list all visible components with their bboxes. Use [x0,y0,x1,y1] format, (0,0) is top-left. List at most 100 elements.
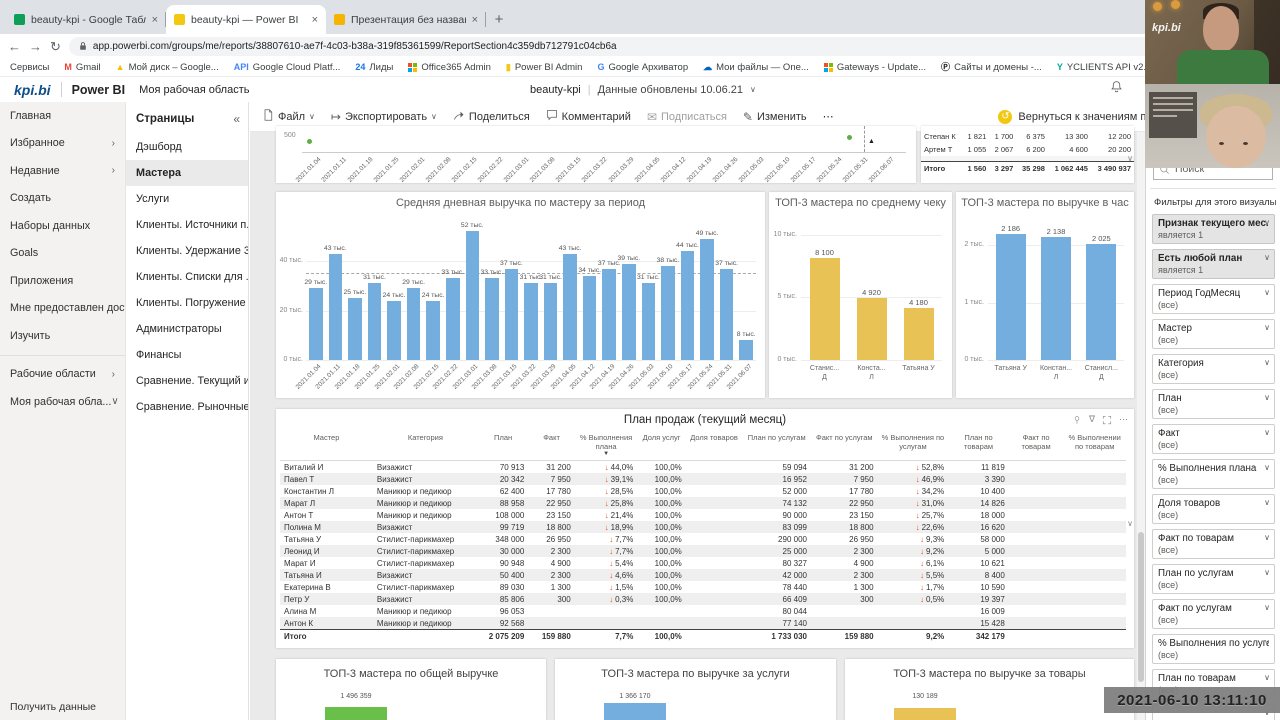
top3-bar-0[interactable] [995,234,1026,360]
bar-2021.03.01[interactable] [465,231,480,360]
visual-timeline-partial[interactable]: 500 ▲ 2021.01.04 2021.01.11 2021.01.18 2021… [276,126,916,183]
bar-2021.02.15[interactable] [426,300,440,360]
visual-top3-total-revenue[interactable]: ТОП-3 мастера по общей выручке 1 496 359 [276,659,546,720]
bookmark-item-5[interactable]: Office365 Admin [408,62,491,73]
bookmark-item-1[interactable]: M Gmail [64,62,100,73]
bar-2021.04.12[interactable] [582,275,597,360]
sidebar-item-0[interactable]: Главная [0,102,125,130]
page-item-10[interactable]: Сравнение. Рыночные... [136,401,248,413]
top3-bar-0[interactable] [809,258,840,360]
column-header-6[interactable]: Доля товаров [685,431,743,462]
plan-table-row-4[interactable]: Антон Т Маникюр и педикюр 108 000 23 150 ↓ 21… [280,509,1126,521]
bookmark-item-9[interactable]: Gateways - Update... [823,62,926,73]
column-header-10[interactable]: План по товарам [948,431,1009,462]
column-header-0[interactable]: Мастер [280,431,373,462]
forward-icon[interactable]: → [29,38,42,54]
filter-card-Факт по услугам[interactable]: Факт по услугам ∨ (все) [1152,599,1275,629]
bar-2021.03.29[interactable] [543,283,558,360]
plan-table-row-12[interactable]: Алина М Маникюр и педикюр 96 053 80 044 16 0… [280,605,1126,617]
sidebar-item-5[interactable]: Goals [0,240,125,268]
top3-bar-2[interactable] [903,307,934,360]
page-item-7[interactable]: Администраторы [136,323,222,335]
bookmark-item-4[interactable]: 24 Лиды [355,62,393,73]
plan-table-row-7[interactable]: Леонид И Стилист-парикмахер 30 000 2 300 ↓ 7,… [280,545,1126,558]
pin-icon[interactable] [1072,415,1082,425]
visual-top3-revenue-per-hour[interactable]: ТОП-3 мастера по выручке в час 2 тыс. 1 ты… [956,192,1134,398]
plan-table-row-1[interactable]: Павел Т Визажист 20 342 7 950 ↓ 39,1% 100,0% 16… [280,473,1126,486]
sidebar-item-3[interactable]: Создать [0,185,125,213]
bottom-bar[interactable] [604,703,666,720]
column-header-2[interactable]: План [477,431,529,462]
bar-2021.02.22[interactable] [445,278,460,360]
visual-daily-revenue-chart[interactable]: Средняя дневная выручка по мастеру за пе… [276,192,765,398]
filter-card-Категория[interactable]: Категория ∨ (все) [1152,354,1275,384]
address-bar[interactable]: app.powerbi.com/groups/me/reports/388076… [68,36,1272,56]
column-header-12[interactable]: % Выполнении по товарам [1063,431,1126,462]
filter-card-% Выполнения по услугам[interactable]: % Выполнения по услугам ∨ (все) [1152,634,1275,664]
page-item-8[interactable]: Финансы [136,349,182,361]
column-header-8[interactable]: Факт по услугам [810,431,878,462]
toolbar-more[interactable]: ⋯ [823,110,834,123]
bookmark-item-7[interactable]: G Google Архиватор [597,62,688,73]
column-header-1[interactable]: Категория [372,431,478,462]
focus-mode-icon[interactable] [1102,415,1112,425]
sidebar-workspace-0[interactable]: Рабочие области › [0,361,125,389]
toolbar-item-3[interactable]: Комментарий [546,109,631,124]
sidebar-item-6[interactable]: Приложения [0,267,125,295]
bar-2021.05.03[interactable] [641,283,656,360]
bar-2021.04.26[interactable] [622,263,636,360]
bar-2021.01.25[interactable] [367,283,382,360]
plan-table-row-5[interactable]: Полина М Визажист 99 719 18 800 ↓ 18,9% 100,0%… [280,521,1126,534]
column-header-9[interactable]: % Выполнения по услугам [877,431,949,462]
bar-2021.04.05[interactable] [563,253,577,360]
bar-2021.04.19[interactable] [602,268,617,360]
filter-card-Признак текущего мес...[interactable]: Признак текущего мес... ∨ является 1 [1152,214,1275,244]
column-header-7[interactable]: План по услугам [742,431,811,462]
plan-table-row-2[interactable]: Константин Л Маникюр и педикюр 62 400 17 78… [280,485,1126,497]
filter-card-Период ГодМесяц[interactable]: Период ГодМесяц ∨ (все) [1152,284,1275,314]
plan-table-row-0[interactable]: Виталий И Визажист 70 913 31 200 ↓ 44,0% 100,0… [280,461,1126,474]
filter-card-План по услугам[interactable]: План по услугам ∨ (все) [1152,564,1275,594]
bar-2021.02.01[interactable] [387,300,401,360]
bar-2021.03.08[interactable] [485,278,499,360]
bookmark-item-6[interactable]: ▮ Power BI Admin [506,62,583,73]
bar-2021.01.18[interactable] [348,298,362,360]
filter-card-Есть любой план[interactable]: Есть любой план ∨ является 1 [1152,249,1275,279]
top3-bar-1[interactable] [1041,237,1071,360]
bookmark-item-10[interactable]: Ⓟ Сайты и домены -... [941,62,1042,73]
back-icon[interactable]: ← [8,38,21,54]
page-item-2[interactable]: Услуги [136,193,170,205]
bookmark-item-11[interactable]: Y YCLIENTS API v2.0 -... [1057,62,1165,73]
bar-2021.01.11[interactable] [328,253,343,360]
reload-icon[interactable]: ↻ [50,38,61,54]
collapse-pages-icon[interactable]: « [233,112,240,126]
sidebar-item-7[interactable]: Мне предоставлен доступ [0,295,125,323]
page-item-9[interactable]: Сравнение. Текущий и... [136,375,248,387]
bar-2021.03.15[interactable] [504,268,519,360]
plan-table-row-8[interactable]: Марат И Стилист-парикмахер 90 948 4 900 ↓ 5,4… [280,557,1126,569]
bookmark-item-3[interactable]: API Google Cloud Platf... [234,62,341,73]
column-header-3[interactable]: Факт [528,431,575,462]
sidebar-item-1[interactable]: Избранное › [0,130,125,158]
sidebar-item-4[interactable]: Наборы данных [0,212,125,240]
get-data-link[interactable]: Получить данные [10,701,97,713]
page-item-5[interactable]: Клиенты. Списки для ... [136,271,248,283]
sidebar-item-2[interactable]: Недавние › [0,157,125,185]
filter-card-Мастер[interactable]: Мастер ∨ (все) [1152,319,1275,349]
bar-2021.05.10[interactable] [661,266,675,360]
bar-2021.06.07[interactable] [739,340,753,360]
notifications-bell-icon[interactable] [1110,80,1123,98]
visual-top3-goods-revenue[interactable]: ТОП-3 мастера по выручке за товары 130 18… [845,659,1134,720]
visual-top3-services-revenue[interactable]: ТОП-3 мастера по выручке за услуги 1 366 … [555,659,836,720]
sidebar-workspace-1[interactable]: Моя рабочая обла... ∨ [0,388,125,416]
sidebar-item-8[interactable]: Изучить [0,322,125,350]
top3-bar-1[interactable] [856,298,887,360]
visual-mini-table[interactable]: Степан К 1 821 1 700 6 375 13 300 12 200 Артем… [921,126,1134,183]
browser-tab-1[interactable]: beauty-kpi — Power BI × [166,5,326,34]
bookmark-item-2[interactable]: ▲ Мой диск – Google... [116,62,219,73]
plan-table-row-9[interactable]: Татьяна И Визажист 50 400 2 300 ↓ 4,6% 100,0% 4… [280,569,1126,582]
bar-2021.05.24[interactable] [700,238,714,360]
tab-close-icon[interactable]: × [471,13,478,26]
column-header-5[interactable]: Доля услуг [637,431,686,462]
toolbar-item-4[interactable]: ✉ Подписаться [647,110,727,124]
